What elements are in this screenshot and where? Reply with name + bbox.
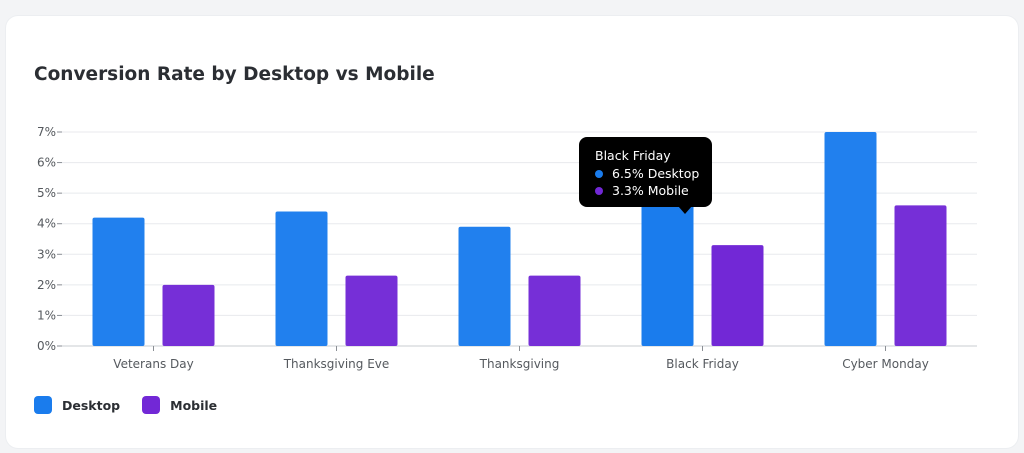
tick-label-y-1: 1% xyxy=(37,308,56,322)
tooltip-desktop-value: 6.5% Desktop xyxy=(612,166,700,181)
legend-item-mobile[interactable]: Mobile xyxy=(142,396,217,414)
bar-mobile-3 xyxy=(711,245,764,346)
tick-label-y-6: 6% xyxy=(37,156,56,170)
tooltip-row-mobile: 3.3% Mobile xyxy=(595,182,712,199)
tick-label-x-2: Thanksgiving xyxy=(479,357,560,371)
tooltip-mobile-value: 3.3% Mobile xyxy=(612,183,689,198)
tick-label-y-2: 2% xyxy=(37,278,56,292)
tick-label-x-1: Thanksgiving Eve xyxy=(283,357,390,371)
tick-label-x-0: Veterans Day xyxy=(113,357,193,371)
tooltip-row-desktop: 6.5% Desktop xyxy=(595,165,712,182)
tooltip-dot-mobile xyxy=(595,186,603,195)
tick-label-y-0: 0% xyxy=(37,339,56,353)
tick-label-y-5: 5% xyxy=(37,186,56,200)
tick-label-x-4: Cyber Monday xyxy=(842,357,929,371)
bar-desktop-1 xyxy=(275,211,328,346)
chart-title: Conversion Rate by Desktop vs Mobile xyxy=(34,64,435,85)
legend-item-desktop[interactable]: Desktop xyxy=(34,396,120,414)
bar-mobile-0 xyxy=(162,284,215,346)
tick-label-y-4: 4% xyxy=(37,217,56,231)
legend-label-desktop: Desktop xyxy=(62,397,121,413)
tick-label-x-3: Black Friday xyxy=(666,357,739,371)
tooltip-dot-desktop xyxy=(595,169,603,178)
chart-legend: Desktop Mobile xyxy=(34,396,239,414)
bar-desktop-0 xyxy=(92,217,145,346)
bar-mobile-2 xyxy=(528,275,581,346)
bar-desktop-2 xyxy=(458,226,511,346)
tooltip-title: Black Friday xyxy=(595,148,671,163)
legend-swatch-desktop xyxy=(34,396,52,414)
chart-tooltip: Black Friday 6.5% Desktop 3.3% Mobile xyxy=(579,137,712,214)
tick-label-y-3: 3% xyxy=(37,247,56,261)
legend-label-mobile: Mobile xyxy=(170,397,218,413)
bar-mobile-1 xyxy=(345,275,398,346)
tick-label-y-7: 7% xyxy=(37,125,56,139)
legend-swatch-mobile xyxy=(142,396,161,414)
bar-desktop-4 xyxy=(824,132,877,346)
bar-mobile-4 xyxy=(894,205,947,346)
